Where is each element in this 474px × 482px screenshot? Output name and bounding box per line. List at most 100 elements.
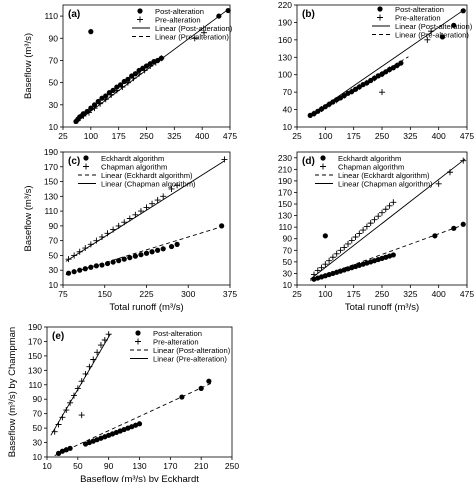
data-point [93, 263, 99, 269]
data-point [360, 227, 367, 234]
x-tick-label: 475 [460, 131, 474, 141]
data-point [375, 213, 382, 220]
data-point [428, 28, 435, 35]
data-point [341, 244, 348, 251]
data-point [379, 71, 385, 78]
panel-label: (e) [52, 331, 64, 342]
data-point [201, 29, 208, 36]
data-point [101, 337, 108, 343]
y-tick-label: 50 [33, 423, 43, 433]
data-point [206, 378, 212, 384]
data-point [74, 385, 81, 392]
data-point [78, 378, 85, 385]
data-point [322, 261, 329, 268]
data-point [348, 88, 355, 95]
data-point [219, 223, 225, 229]
legend-label: Chapman algorithm [101, 162, 167, 171]
panel-label: (b) [302, 9, 315, 20]
legend-label: Linear (Chapman algorithm) [338, 179, 433, 188]
data-point [367, 220, 374, 227]
y-tick-label: 160 [278, 35, 292, 45]
x-tick-label: 250 [375, 131, 389, 141]
x-tick-label: 100 [84, 131, 98, 141]
data-point [451, 225, 457, 231]
data-point [152, 59, 159, 66]
data-point [74, 117, 81, 124]
data-point [91, 102, 98, 108]
data-point [121, 256, 127, 262]
y-tick-label: 170 [278, 187, 292, 197]
data-point [337, 247, 344, 254]
data-point [379, 89, 385, 96]
y-tick-label: 210 [278, 164, 292, 174]
legend-label: Pre-alteration [153, 337, 199, 346]
legend-marker [135, 330, 141, 336]
data-point [94, 349, 101, 356]
data-point [97, 342, 104, 349]
data-point [143, 250, 150, 256]
x-tick-label: 175 [347, 131, 361, 141]
x-tick-label: 250 [225, 461, 239, 471]
x-tick-label: 475 [223, 131, 237, 141]
data-point [93, 237, 100, 244]
y-tick-label: 50 [49, 78, 59, 88]
y-tick-label: 110 [28, 380, 42, 390]
data-point [85, 109, 92, 116]
data-point [82, 245, 89, 252]
data-point [136, 421, 143, 427]
panel-label: (d) [302, 156, 315, 167]
legend-label: Chapman algorithm [338, 162, 404, 171]
data-point [138, 252, 144, 258]
data-point [95, 98, 101, 105]
y-tick-label: 70 [283, 87, 293, 97]
panel-b: 25 100 175 250 325 400 475 10 40 70 100 130 160 190 22… [278, 0, 474, 141]
panel-a: 25 100 175 250 325 400 475 10 30 50 70 90 110 (a) Base… [23, 4, 237, 141]
data-point [315, 108, 321, 114]
data-point [59, 414, 66, 421]
x-axis-label: Baseflow (m³/s) by Eckhardt [80, 474, 199, 482]
x-tick-label: 75 [58, 289, 68, 299]
data-point [160, 246, 166, 252]
data-point [137, 208, 144, 215]
fit-line [50, 333, 111, 436]
data-point [333, 250, 340, 257]
data-point [221, 156, 228, 163]
data-point [460, 221, 466, 227]
y-tick-label: 190 [278, 176, 292, 186]
data-point [65, 256, 72, 263]
y-tick-label: 190 [28, 322, 42, 332]
y-tick-label: 130 [28, 365, 42, 375]
data-point [191, 35, 198, 42]
legend-marker [377, 6, 383, 12]
x-tick-label: 100 [318, 289, 332, 299]
data-point [160, 193, 167, 200]
data-point [333, 97, 340, 104]
legend-label: Linear (Eckhardt algorithm) [101, 171, 193, 180]
y-tick-label: 40 [283, 105, 293, 115]
data-point [125, 76, 131, 82]
y-tick-label: 10 [49, 122, 59, 132]
data-point [216, 13, 222, 19]
data-point [127, 255, 133, 261]
y-tick-label: 190 [278, 17, 292, 27]
data-point [352, 86, 359, 92]
legend-marker [83, 163, 89, 170]
legend-label: Linear (Post-alteration) [153, 346, 231, 355]
data-point [98, 233, 105, 240]
data-point [86, 363, 93, 370]
y-tick-label: 70 [33, 409, 43, 419]
data-point [121, 219, 128, 226]
data-point [311, 271, 317, 278]
data-point [356, 83, 363, 90]
y-tick-label: 10 [33, 452, 43, 462]
data-point [379, 209, 385, 216]
y-tick-label: 30 [49, 100, 59, 110]
legend-label: Post-alteration [153, 329, 202, 338]
y-tick-label: 30 [49, 265, 59, 275]
data-point [130, 75, 137, 82]
data-point [136, 70, 143, 77]
data-point [143, 204, 150, 211]
data-point [424, 36, 431, 43]
data-point [329, 254, 336, 261]
data-point [147, 63, 154, 69]
